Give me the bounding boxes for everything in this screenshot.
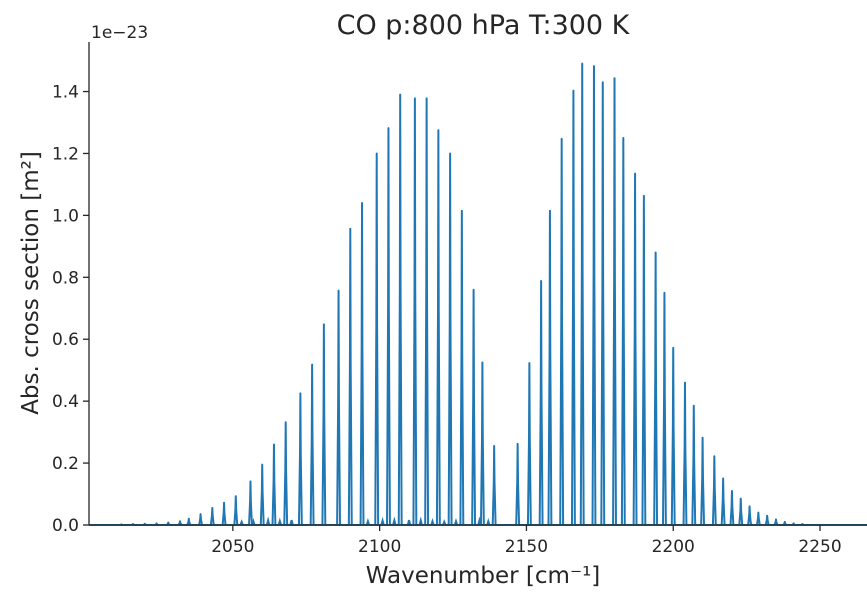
spectral-line	[479, 361, 485, 526]
spectral-line	[620, 136, 626, 526]
spectral-line	[600, 81, 606, 526]
weak-spectral-line	[406, 519, 412, 526]
spectral-line	[747, 505, 753, 526]
spectral-line	[538, 280, 544, 526]
spectral-line	[738, 497, 744, 526]
chart-title: CO p:800 hPa T:300 K	[337, 10, 631, 41]
spectral-line	[711, 455, 717, 526]
weak-spectral-line	[380, 516, 385, 526]
spectral-line	[653, 251, 659, 526]
weak-spectral-line	[453, 518, 459, 526]
weak-spectral-line	[430, 518, 435, 526]
y-offset-label: 1e−23	[91, 23, 148, 43]
y-axis-ticks: 0.0 0.2 0.4 0.6 0.8 1.0 1.2 1.4	[52, 83, 89, 536]
x-tick-label: 2250	[798, 537, 841, 557]
x-axis-ticks: 2050 2100 2150 2200 2250	[211, 525, 842, 557]
spectral-line	[309, 363, 315, 526]
spectral-line	[198, 513, 203, 526]
weak-spectral-line	[442, 519, 447, 526]
spectral-line	[177, 520, 183, 526]
spectral-line	[336, 289, 341, 526]
spectral-line	[559, 137, 565, 526]
spectral-line	[321, 323, 327, 526]
spectral-line	[773, 518, 779, 526]
y-axis-label: Abs. cross section [m²]	[18, 151, 44, 415]
spectral-line	[459, 209, 465, 526]
y-tick-label: 0.2	[52, 454, 79, 474]
spectral-line	[515, 442, 521, 526]
spectral-line	[209, 506, 215, 526]
spectral-line	[670, 346, 676, 526]
spectral-line	[682, 381, 688, 526]
spectral-line	[570, 89, 576, 526]
spectral-line	[347, 227, 353, 526]
y-tick-label: 0.0	[52, 516, 79, 536]
spectral-line	[547, 209, 553, 526]
y-tick-label: 1.2	[52, 144, 79, 164]
spectral-line	[661, 291, 667, 526]
spectrum-series	[119, 62, 805, 526]
weak-spectral-line	[239, 519, 244, 526]
spectral-line	[221, 501, 227, 526]
weak-spectral-line	[265, 516, 271, 526]
spectral-line	[297, 392, 303, 526]
spectral-line	[386, 127, 391, 526]
spectral-line	[632, 172, 638, 526]
spectral-line	[526, 362, 532, 526]
spectral-line	[641, 194, 647, 526]
spectral-line	[435, 129, 441, 526]
weak-spectral-line	[277, 517, 282, 526]
spectral-line	[591, 65, 597, 526]
spectral-line	[755, 511, 761, 526]
x-tick-label: 2050	[211, 537, 254, 557]
spectral-line	[447, 152, 453, 526]
spectral-line	[691, 404, 697, 526]
spectral-line	[491, 445, 497, 526]
weak-spectral-line	[365, 518, 371, 526]
spectral-line	[579, 62, 585, 526]
spectral-line	[612, 77, 617, 526]
spectral-line	[186, 517, 192, 526]
weak-spectral-line	[251, 518, 256, 526]
spectral-line	[412, 97, 418, 526]
spectral-line	[764, 514, 770, 526]
weak-spectral-line	[486, 518, 491, 526]
spectral-line	[424, 97, 430, 526]
spectral-line	[259, 463, 265, 526]
spectral-line	[271, 443, 277, 526]
weak-spectral-line	[289, 519, 294, 526]
spectral-line	[729, 489, 735, 526]
spectral-line	[782, 520, 788, 526]
spectral-line	[248, 480, 253, 526]
x-axis-label: Wavenumber [cm⁻¹]	[366, 563, 601, 589]
weak-spectral-line	[392, 516, 397, 526]
spectral-line	[397, 93, 403, 526]
y-tick-label: 0.6	[52, 330, 79, 350]
x-tick-label: 2100	[358, 537, 401, 557]
x-tick-label: 2150	[505, 537, 548, 557]
spectral-line	[233, 495, 239, 526]
spectral-line	[700, 436, 706, 526]
y-tick-label: 0.4	[52, 392, 79, 412]
spectral-line	[283, 421, 289, 526]
weak-spectral-line	[477, 516, 482, 526]
weak-spectral-line	[418, 516, 423, 526]
spectral-line	[720, 477, 726, 526]
y-tick-label: 1.4	[52, 83, 79, 103]
y-tick-label: 1.0	[52, 206, 79, 226]
spectral-line	[359, 202, 365, 526]
spectral-line	[471, 288, 477, 526]
y-tick-label: 0.8	[52, 268, 79, 288]
spectral-line	[374, 152, 380, 526]
x-tick-label: 2200	[652, 537, 695, 557]
